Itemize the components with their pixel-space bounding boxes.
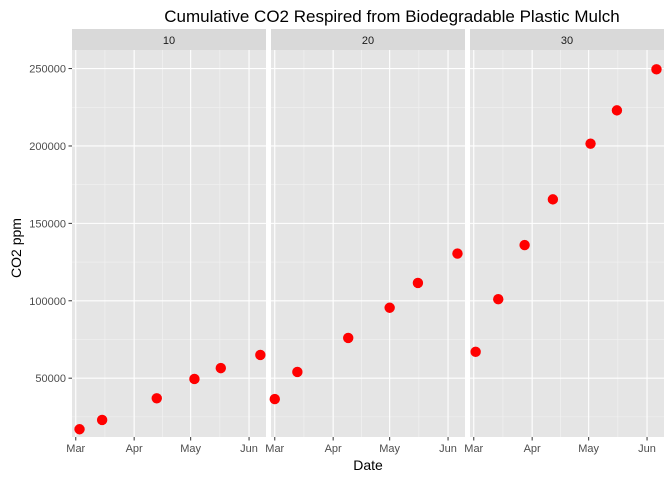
panel-background bbox=[271, 50, 465, 437]
data-point bbox=[255, 349, 266, 361]
x-tick-label: Jun bbox=[439, 443, 457, 455]
data-point bbox=[519, 239, 530, 251]
facet-strip bbox=[470, 29, 664, 50]
y-axis: 50000 100000 150000 200000 250000 bbox=[29, 64, 72, 385]
data-point bbox=[412, 277, 424, 289]
x-tick-label: May bbox=[578, 443, 599, 455]
facet-panels: 10 Mar Apr May Jun 20 Mar Apr May Jun 30 Mar Apr May J… bbox=[66, 29, 664, 455]
data-point bbox=[611, 105, 623, 116]
data-point bbox=[452, 248, 463, 259]
x-tick-label: Jun bbox=[240, 443, 258, 455]
y-tick-label: 100000 bbox=[29, 296, 66, 308]
data-point bbox=[151, 393, 162, 404]
data-point bbox=[74, 424, 85, 435]
x-axis-title: Date bbox=[353, 457, 383, 473]
data-point bbox=[470, 346, 481, 358]
x-tick-label: May bbox=[379, 443, 400, 455]
panel-background bbox=[470, 50, 664, 437]
chart-title: Cumulative CO2 Respired from Biodegradab… bbox=[164, 7, 619, 26]
x-tick-label: May bbox=[180, 443, 201, 455]
facet-strip-label: 20 bbox=[362, 35, 374, 47]
x-tick-label: Apr bbox=[524, 443, 541, 455]
x-tick-label: Jun bbox=[638, 443, 656, 455]
y-tick-label: 50000 bbox=[35, 373, 66, 385]
facet-panel-30: 30 Mar Apr May Jun bbox=[464, 29, 664, 455]
facet-strip bbox=[271, 29, 465, 50]
x-tick-label: Mar bbox=[464, 443, 483, 455]
x-tick-label: Mar bbox=[66, 443, 85, 455]
facet-strip-label: 10 bbox=[163, 35, 175, 47]
data-point bbox=[292, 366, 303, 378]
x-tick-label: Apr bbox=[126, 443, 143, 455]
y-tick-label: 200000 bbox=[29, 141, 66, 153]
data-point bbox=[96, 414, 108, 426]
data-point bbox=[547, 194, 559, 205]
data-point bbox=[215, 362, 226, 374]
y-tick-label: 150000 bbox=[29, 218, 66, 230]
y-tick-label: 250000 bbox=[29, 64, 66, 76]
data-point bbox=[585, 138, 596, 149]
panel-background bbox=[72, 50, 266, 437]
facet-strip bbox=[72, 29, 266, 50]
data-point bbox=[189, 373, 200, 385]
data-point bbox=[343, 332, 354, 344]
data-point bbox=[384, 302, 395, 313]
facet-panel-10: 10 Mar Apr May Jun bbox=[66, 29, 266, 455]
data-point bbox=[493, 294, 504, 305]
facet-strip-label: 30 bbox=[561, 35, 573, 47]
x-tick-label: Apr bbox=[325, 443, 342, 455]
x-tick-label: Mar bbox=[265, 443, 284, 455]
data-point bbox=[269, 393, 280, 405]
y-axis-title: CO2 ppm bbox=[8, 218, 24, 278]
facet-panel-20: 20 Mar Apr May Jun bbox=[265, 29, 465, 455]
data-point bbox=[651, 64, 662, 75]
